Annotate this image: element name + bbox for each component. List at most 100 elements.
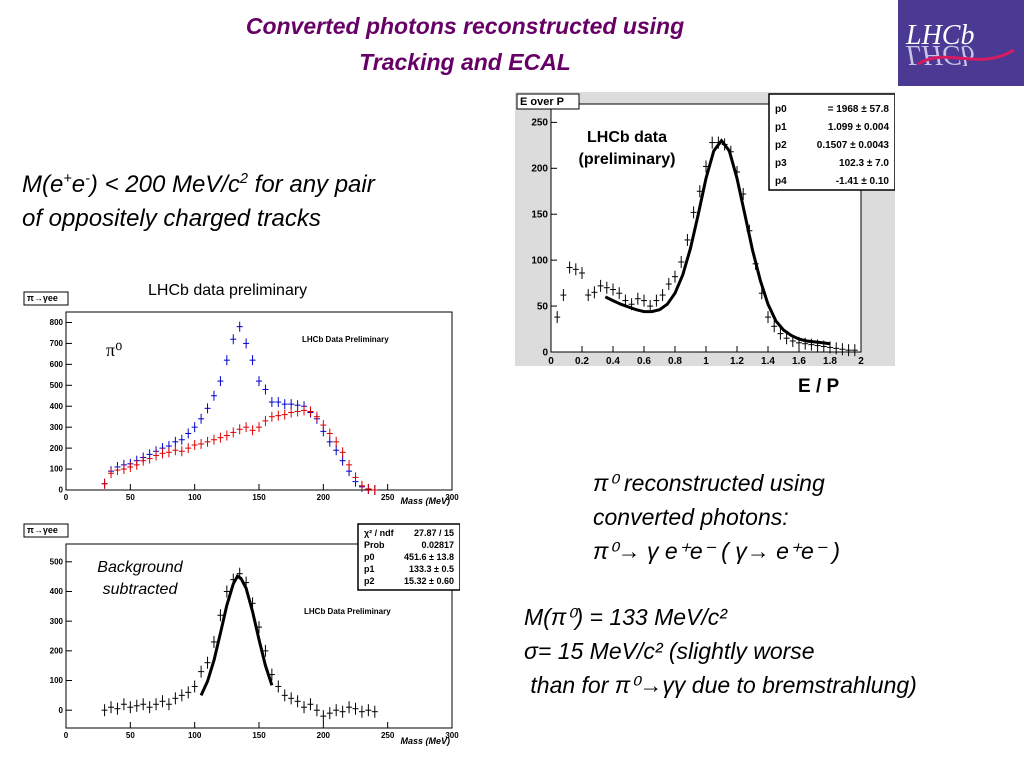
chart-annotation: (preliminary) <box>579 151 676 168</box>
title-line-1: Converted photons reconstructed using <box>245 13 685 39</box>
x-tick-label: 1.8 <box>823 356 837 366</box>
selection-criteria-text: M(e+e-) < 200 MeV/c2 for any pair of opp… <box>22 168 375 236</box>
stats-value: 1.099 ± 0.004 <box>828 122 890 133</box>
x-tick-label: 200 <box>317 731 331 740</box>
results-text: M(π⁰) = 133 MeV/c² σ= 15 MeV/c² (slightl… <box>524 600 917 702</box>
x-tick-label: 100 <box>188 731 202 740</box>
stats-value: 27.87 / 15 <box>414 528 454 538</box>
pi0-line-2: converted photons: <box>593 504 789 530</box>
background-subtracted-label: subtracted <box>103 581 179 598</box>
stats-value: 0.02817 <box>421 540 454 550</box>
x-tick-label: 0 <box>548 356 554 366</box>
results-line-3: than for π⁰→γγ due to bremstrahlung) <box>524 672 917 698</box>
y-tick-label: 400 <box>50 587 64 596</box>
y-tick-label: 300 <box>50 423 64 432</box>
stats-name: p2 <box>775 140 787 151</box>
e-over-p-chart: 0 0.2 0.4 0.6 0.8 1 1.2 1.4 1.6 1.8 2 0 50 100 150 200 2… <box>515 92 895 366</box>
histogram-title: E over P <box>520 96 564 108</box>
e-over-p-axis-label: E / P <box>798 376 840 397</box>
stats-name: p3 <box>775 158 787 169</box>
x-tick-label: 50 <box>126 731 135 740</box>
lhcb-logo: LHCb LHCb <box>898 0 1024 86</box>
pi0-line-3: π⁰→ γ e⁺e⁻ ( γ→ e⁺e⁻ ) <box>593 538 841 564</box>
histogram-title: π→γee <box>27 525 58 535</box>
x-tick-label: 200 <box>317 493 331 502</box>
x-tick-label: 1 <box>703 356 709 366</box>
y-tick-label: 100 <box>50 465 64 474</box>
histogram-title-box <box>23 523 69 538</box>
mass-spectrum-chart: 0 50 100 150 200 250 300 0 100 200 300 400 500 600 700… <box>23 291 459 506</box>
x-tick-label: 250 <box>381 493 395 502</box>
svg-text:LHCb: LHCb <box>905 20 974 51</box>
fit-curve <box>604 138 831 346</box>
results-line-2: σ= 15 MeV/c² (slightly worse <box>524 638 815 664</box>
stats-name: p0 <box>364 552 375 562</box>
stats-name: χ² / ndf <box>364 528 395 538</box>
y-tick-label: 250 <box>531 118 548 129</box>
y-tick-label: 200 <box>50 444 64 453</box>
stats-value: 102.3 ± 7.0 <box>839 158 889 169</box>
chart-annotation: LHCb Data Preliminary <box>302 335 389 344</box>
svg-text:LHCb: LHCb <box>905 39 974 70</box>
x-axis-label: Mass (MeV) <box>400 736 450 746</box>
x-tick-label: 1.4 <box>761 356 775 366</box>
x-tick-label: 1.6 <box>792 356 806 366</box>
stats-value: 451.6 ± 13.8 <box>404 552 454 562</box>
y-tick-label: 400 <box>50 402 64 411</box>
x-tick-label: 300 <box>445 493 459 502</box>
background-subtracted-label: Background <box>97 559 183 576</box>
x-tick-label: 0.4 <box>606 356 620 366</box>
x-tick-label: 0 <box>64 493 69 502</box>
y-tick-label: 150 <box>531 210 548 221</box>
background-subtracted-chart: 0 50 100 150 200 250 300 0 100 200 300 400 500 π→γee L… <box>23 523 460 746</box>
chart-annotation: LHCb Data Preliminary <box>304 607 391 616</box>
stats-name: p0 <box>775 104 787 115</box>
histogram-title-box <box>516 93 580 110</box>
y-tick-label: 0 <box>59 706 64 715</box>
x-axis-label: Mass (MeV) <box>400 496 450 506</box>
y-tick-label: 200 <box>531 164 548 175</box>
stats-name: Prob <box>364 540 385 550</box>
x-tick-label: 50 <box>126 493 135 502</box>
slide-title: Converted photons reconstructed using Tr… <box>150 8 780 80</box>
y-tick-label: 100 <box>531 255 548 266</box>
y-tick-label: 0 <box>59 486 64 495</box>
x-tick-label: 250 <box>381 731 395 740</box>
title-line-2: Tracking and ECAL <box>359 49 571 75</box>
y-tick-label: 100 <box>50 676 64 685</box>
y-tick-label: 500 <box>50 381 64 390</box>
y-tick-label: 300 <box>50 617 64 626</box>
histogram-title: π→γee <box>27 293 58 303</box>
x-tick-label: 2 <box>858 356 864 366</box>
x-tick-label: 0.2 <box>575 356 589 366</box>
y-tick-label: 700 <box>50 339 64 348</box>
stats-value: 0.1507 ± 0.0043 <box>817 140 890 151</box>
stats-name: p1 <box>364 564 375 574</box>
y-tick-label: 600 <box>50 360 64 369</box>
chart-annotation: LHCb data <box>587 129 667 146</box>
stats-name: p2 <box>364 576 375 586</box>
stats-name: p1 <box>775 122 787 133</box>
x-tick-label: 1.2 <box>730 356 744 366</box>
histogram-title-box <box>23 291 69 306</box>
stats-value: 15.32 ± 0.60 <box>404 576 454 586</box>
pi0-description: π⁰ reconstructed using converted photons… <box>593 466 840 568</box>
pi0-symbol: π⁰ <box>106 340 122 360</box>
y-tick-label: 200 <box>50 647 64 656</box>
x-tick-label: 0 <box>64 731 69 740</box>
fit-curve <box>199 573 274 697</box>
results-line-1: M(π⁰) = 133 MeV/c² <box>524 604 727 630</box>
stats-value: 133.3 ± 0.5 <box>409 564 454 574</box>
selection-line-2: of oppositely charged tracks <box>22 205 321 232</box>
y-tick-label: 0 <box>542 347 548 358</box>
stats-box <box>768 93 895 191</box>
x-tick-label: 100 <box>188 493 202 502</box>
stats-value: -1.41 ± 0.10 <box>836 176 890 187</box>
y-tick-label: 800 <box>50 318 64 327</box>
preliminary-label: LHCb data preliminary <box>148 282 308 299</box>
pi0-line-1: π⁰ reconstructed using <box>593 470 825 496</box>
x-tick-label: 300 <box>445 731 459 740</box>
selection-line-1: M(e+e-) < 200 MeV/c2 for any pair <box>22 171 375 198</box>
stats-value: = 1968 ± 57.8 <box>828 104 890 115</box>
x-tick-label: 150 <box>252 731 266 740</box>
